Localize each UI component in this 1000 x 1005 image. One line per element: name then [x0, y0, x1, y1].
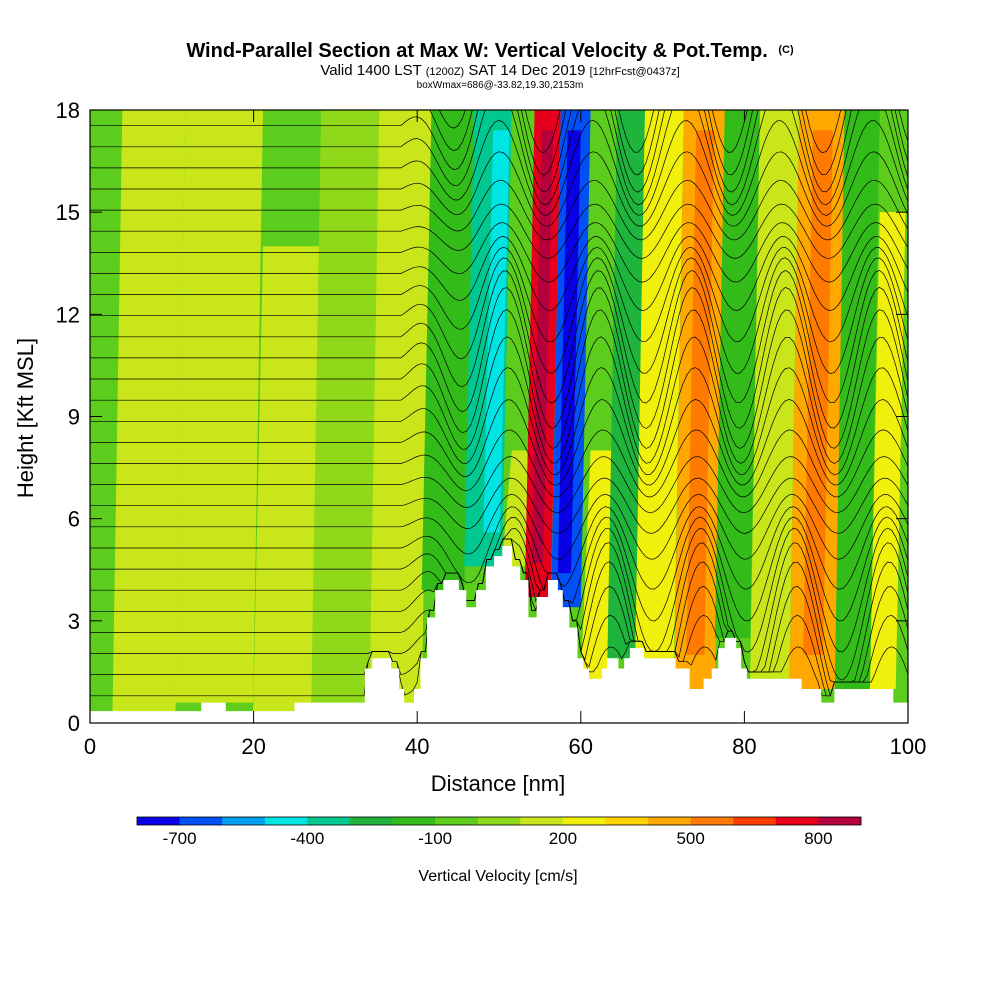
- isentrope-line: [90, 336, 908, 464]
- isentrope-line: [90, 235, 908, 311]
- w-band-core: [531, 130, 554, 563]
- colorbar-swatch: [562, 817, 606, 825]
- x-tick-label: 20: [241, 734, 265, 759]
- isentrope-line: [90, 257, 908, 374]
- w-band: [112, 110, 186, 712]
- colorbar-swatch: [520, 817, 564, 825]
- colorbar-swatch: [690, 817, 734, 825]
- y-axis-label: Height [Kft MSL]: [13, 338, 38, 498]
- y-tick-label: 15: [56, 200, 80, 225]
- velocity-field: [90, 110, 908, 723]
- w-band: [834, 110, 880, 689]
- isentrope-line: [90, 203, 908, 259]
- colorbar-swatch: [307, 817, 351, 825]
- w-band: [869, 212, 906, 689]
- colorbar-tick-label: 200: [549, 829, 577, 848]
- w-band: [311, 110, 380, 703]
- isentrope-line: [90, 179, 908, 241]
- colorbar-swatch: [818, 817, 862, 825]
- chart-title: Wind-Parallel Section at Max W: Vertical…: [186, 40, 794, 62]
- chart-subtitle-box: boxWmax=686@-33.82,19.30,2153m: [417, 80, 584, 91]
- isentrope-line: [90, 110, 908, 206]
- colorbar-swatch: [349, 817, 393, 825]
- colorbar-swatch: [648, 817, 691, 825]
- w-band: [714, 110, 760, 638]
- isentrope-line: [90, 367, 908, 476]
- w-band-core: [686, 130, 715, 655]
- colorbar-swatch: [179, 817, 223, 825]
- colorbar-swatch: [605, 817, 649, 825]
- y-tick-label: 12: [56, 302, 80, 327]
- isentrope-contours: [90, 110, 908, 698]
- isentrope-line: [90, 151, 908, 227]
- w-band: [253, 246, 322, 712]
- isentrope-line: [90, 286, 908, 429]
- isentrope-line: [90, 399, 908, 486]
- isentrope-line: [90, 506, 908, 590]
- w-band: [369, 110, 432, 703]
- isentrope-line: [90, 477, 908, 534]
- terrain-mask: [90, 545, 908, 723]
- chart-subtitle: Valid 1400 LST (1200Z) SAT 14 Dec 2019 […: [320, 62, 679, 79]
- isentrope-line: [90, 527, 908, 653]
- isentrope-line: [90, 429, 908, 498]
- x-axis-label: Distance [nm]: [431, 771, 566, 796]
- colorbar-tick-label: 500: [676, 829, 704, 848]
- colorbar-tick-label: -700: [163, 829, 197, 848]
- isentrope-line: [90, 269, 908, 404]
- colorbar: -700 -400 -100 200 500 800: [136, 816, 862, 848]
- x-tick-label: 40: [405, 734, 429, 759]
- isentrope-line: [90, 456, 908, 514]
- colorbar-swatch: [222, 817, 266, 825]
- colorbar-swatch: [264, 817, 308, 825]
- colorbar-swatch: [137, 817, 180, 825]
- colorbar-swatch: [477, 817, 521, 825]
- colorbar-swatch: [435, 817, 479, 825]
- isentrope-line: [90, 309, 908, 449]
- colorbar-swatch: [733, 817, 777, 825]
- x-tick-label: 0: [84, 734, 96, 759]
- colorbar-tick-label: 800: [804, 829, 832, 848]
- w-band: [635, 110, 684, 659]
- y-tick-label: 0: [68, 711, 80, 736]
- colorbar-swatch: [775, 817, 819, 825]
- isentrope-line: [90, 246, 908, 343]
- isentrope-line: [90, 222, 908, 283]
- y-tick-label: 6: [68, 507, 80, 532]
- w-band-core: [483, 130, 510, 533]
- isentrope-line: [90, 119, 908, 216]
- x-tick-label: 100: [890, 734, 927, 759]
- w-band: [175, 110, 264, 703]
- x-tick-label: 80: [732, 734, 756, 759]
- axis-ticks: 0 20 40 60 80 100 0 3 6 9 12 15 18: [56, 98, 927, 759]
- terrain-profile: [90, 545, 908, 723]
- colorbar-tick-label: -400: [290, 829, 324, 848]
- w-band-core: [557, 130, 581, 574]
- isentrope-line: [90, 493, 908, 560]
- x-tick-label: 60: [569, 734, 593, 759]
- y-tick-label: 9: [68, 405, 80, 430]
- colorbar-label: Vertical Velocity [cm/s]: [418, 868, 577, 885]
- colorbar-tick-label: -100: [418, 829, 452, 848]
- colorbar-frame: [136, 816, 862, 826]
- w-band: [607, 110, 646, 659]
- isentrope-line: [90, 516, 908, 622]
- y-tick-label: 3: [68, 609, 80, 634]
- isentrope-line: [90, 110, 908, 193]
- y-tick-label: 18: [56, 98, 80, 123]
- colorbar-swatch: [392, 817, 436, 825]
